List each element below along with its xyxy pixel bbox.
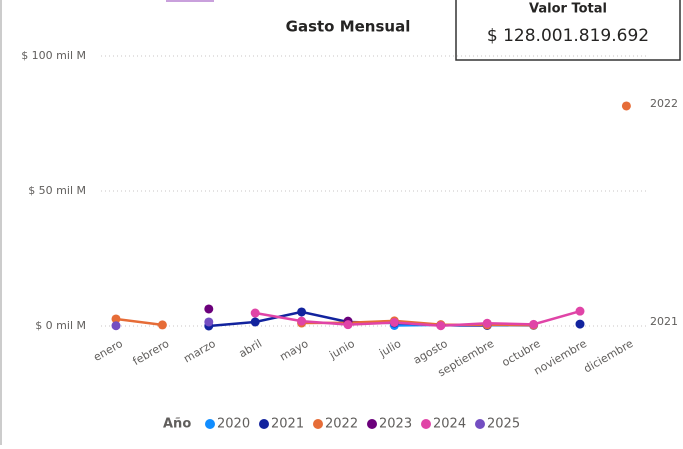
legend-marker bbox=[475, 419, 485, 429]
y-tick-label: $ 100 mil M bbox=[21, 49, 86, 62]
chart-title: Gasto Mensual bbox=[286, 18, 411, 36]
legend-label: 2020 bbox=[217, 417, 250, 432]
end-label: 2021 bbox=[650, 315, 678, 328]
data-point bbox=[529, 319, 539, 329]
data-point bbox=[297, 316, 307, 326]
logo bbox=[166, 0, 214, 2]
y-tick-label: $ 50 mil M bbox=[28, 184, 86, 197]
x-tick-label: abril bbox=[237, 337, 265, 360]
data-point bbox=[482, 318, 492, 328]
data-point bbox=[250, 308, 260, 318]
x-tick-label: diciembre bbox=[582, 337, 636, 376]
x-tick-label: junio bbox=[326, 337, 357, 362]
data-point bbox=[204, 304, 214, 314]
legend-title: Año bbox=[163, 417, 191, 432]
legend-marker bbox=[205, 419, 215, 429]
legend-marker bbox=[259, 419, 269, 429]
data-point bbox=[575, 306, 585, 316]
legend-label: 2024 bbox=[433, 417, 466, 432]
legend-label: 2021 bbox=[271, 417, 304, 432]
data-point bbox=[250, 317, 260, 327]
legend-marker bbox=[421, 419, 431, 429]
legend-label: 2022 bbox=[325, 417, 358, 432]
data-point bbox=[204, 317, 214, 327]
end-label: 2022 bbox=[650, 97, 678, 110]
x-tick-label: noviembre bbox=[532, 337, 590, 378]
series-line bbox=[254, 309, 581, 327]
x-tick-label: julio bbox=[376, 337, 403, 360]
y-tick-label: $ 0 mil M bbox=[35, 319, 86, 332]
data-point bbox=[157, 320, 167, 330]
legend-marker bbox=[313, 419, 323, 429]
data-point bbox=[389, 317, 399, 327]
x-tick-label: enero bbox=[91, 337, 125, 364]
card-value: $ 128.001.819.692 bbox=[487, 26, 649, 46]
data-point bbox=[621, 101, 631, 111]
legend-label: 2025 bbox=[487, 417, 520, 432]
data-point bbox=[111, 314, 121, 324]
card-title: Valor Total bbox=[529, 2, 607, 17]
data-point bbox=[343, 320, 353, 330]
data-point bbox=[297, 307, 307, 317]
data-point bbox=[111, 321, 121, 331]
data-point bbox=[575, 319, 585, 329]
data-point bbox=[436, 321, 446, 331]
card bbox=[455, 0, 681, 61]
series-line bbox=[116, 106, 626, 325]
x-tick-label: febrero bbox=[131, 337, 172, 368]
x-tick-label: mayo bbox=[278, 337, 311, 364]
legend-label: 2023 bbox=[379, 417, 412, 432]
legend-marker bbox=[367, 419, 377, 429]
x-tick-label: marzo bbox=[181, 337, 218, 366]
